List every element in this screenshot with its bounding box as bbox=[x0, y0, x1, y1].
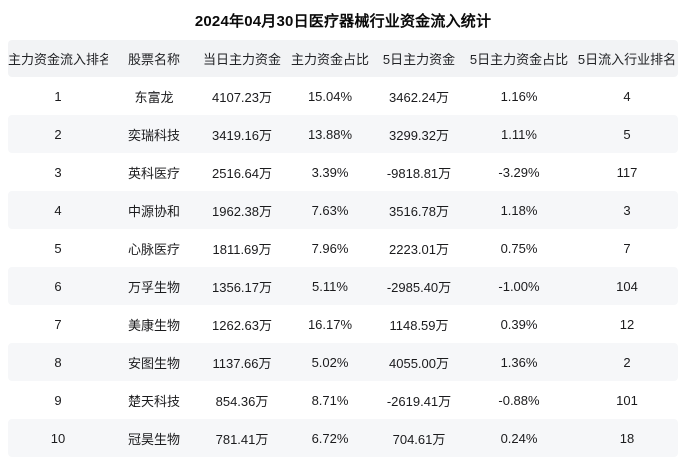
table-cell: 6.72% bbox=[311, 430, 349, 446]
table-cell: 5.02% bbox=[311, 354, 349, 370]
table-cell: 7.96% bbox=[311, 240, 349, 256]
table-cell: 5 bbox=[54, 240, 62, 256]
column-header-5day-main-fund-ratio: 5日主力资金占比 bbox=[469, 52, 569, 67]
table-cell: 16.17% bbox=[307, 316, 353, 332]
table-header-row: 主力资金流入排名 股票名称 当日主力资金 主力资金占比 5日主力资金 5日主力资… bbox=[8, 40, 678, 77]
table-cell: 4 bbox=[54, 202, 62, 218]
table-cell: 1.18% bbox=[500, 202, 538, 218]
column-header-5day-main-fund: 5日主力资金 bbox=[382, 52, 456, 67]
fund-flow-table: 主力资金流入排名 股票名称 当日主力资金 主力资金占比 5日主力资金 5日主力资… bbox=[8, 40, 678, 457]
table-cell: 万孚生物 bbox=[127, 279, 180, 295]
table-cell: 3 bbox=[623, 202, 631, 218]
table-row: 2 奕瑞科技 3419.16万 13.88% 3299.32万 1.11% 5 bbox=[8, 115, 678, 153]
table-cell: 4 bbox=[623, 88, 631, 104]
table-cell: 104 bbox=[616, 278, 638, 294]
table-cell: -2985.40万 bbox=[386, 279, 452, 295]
table-cell: 8.71% bbox=[311, 392, 349, 408]
table-cell: 奕瑞科技 bbox=[127, 127, 180, 143]
table-cell: 7 bbox=[54, 316, 62, 332]
table-cell: 东富龙 bbox=[134, 89, 174, 105]
column-header-5day-industry-rank: 5日流入行业排名 bbox=[577, 52, 677, 67]
table-row: 4 中源协和 1962.38万 7.63% 3516.78万 1.18% 3 bbox=[8, 191, 678, 229]
table-cell: 18 bbox=[619, 430, 635, 446]
table-cell: 1262.63万 bbox=[212, 317, 272, 333]
table-row: 5 心脉医疗 1811.69万 7.96% 2223.01万 0.75% 7 bbox=[8, 229, 678, 267]
table-cell: 2223.01万 bbox=[389, 241, 449, 257]
table-cell: 2516.64万 bbox=[212, 165, 272, 181]
table-cell: 美康生物 bbox=[127, 317, 180, 333]
table-cell: 13.88% bbox=[307, 126, 353, 142]
table-cell: 101 bbox=[616, 392, 638, 408]
table-cell: 7 bbox=[623, 240, 631, 256]
table-body: 1 东富龙 4107.23万 15.04% 3462.24万 1.16% 4 2 奕瑞科技 341… bbox=[8, 77, 678, 457]
column-header-today-main-fund: 当日主力资金 bbox=[202, 52, 281, 67]
table-row: 10 冠昊生物 781.41万 6.72% 704.61万 0.24% 18 bbox=[8, 419, 678, 457]
table-cell: 1.36% bbox=[500, 354, 538, 370]
table-cell: 6 bbox=[54, 278, 62, 294]
column-header-main-fund-ratio: 主力资金占比 bbox=[290, 52, 369, 67]
table-cell: 15.04% bbox=[307, 88, 353, 104]
table-row: 3 英科医疗 2516.64万 3.39% -9818.81万 -3.29% 117 bbox=[8, 153, 678, 191]
table-cell: 5 bbox=[623, 126, 631, 142]
table-cell: 2 bbox=[623, 354, 631, 370]
table-cell: 2 bbox=[54, 126, 62, 142]
table-cell: 3.39% bbox=[311, 164, 349, 180]
table-cell: 854.36万 bbox=[215, 393, 269, 409]
table-cell: 1148.59万 bbox=[389, 317, 449, 333]
table-cell: 9 bbox=[54, 392, 62, 408]
page-title: 2024年04月30日医疗器械行业资金流入统计 bbox=[194, 12, 492, 30]
column-header-stock-name: 股票名称 bbox=[127, 52, 180, 67]
table-cell: 3419.16万 bbox=[212, 127, 272, 143]
table-cell: 1.16% bbox=[500, 88, 538, 104]
table-cell: -1.00% bbox=[498, 278, 540, 294]
table-cell: 4107.23万 bbox=[212, 89, 272, 105]
table-cell: 4055.00万 bbox=[389, 355, 449, 371]
table-cell: 3299.32万 bbox=[389, 127, 449, 143]
table-cell: 中源协和 bbox=[127, 203, 180, 219]
table-cell: 8 bbox=[54, 354, 62, 370]
table-cell: 冠昊生物 bbox=[127, 431, 180, 447]
table-cell: -2619.41万 bbox=[386, 393, 452, 409]
column-header-main-inflow-rank: 主力资金流入排名 bbox=[8, 52, 108, 67]
table-cell: 1 bbox=[54, 88, 62, 104]
table-cell: 1962.38万 bbox=[212, 203, 272, 219]
table-cell: 心脉医疗 bbox=[127, 241, 180, 257]
table-cell: 英科医疗 bbox=[127, 165, 180, 181]
table-cell: 1137.66万 bbox=[212, 355, 272, 371]
table-row: 7 美康生物 1262.63万 16.17% 1148.59万 0.39% 12 bbox=[8, 305, 678, 343]
table-cell: 1356.17万 bbox=[212, 279, 272, 295]
table-cell: 3462.24万 bbox=[389, 89, 449, 105]
table-cell: 3 bbox=[54, 164, 62, 180]
table-row: 8 安图生物 1137.66万 5.02% 4055.00万 1.36% 2 bbox=[8, 343, 678, 381]
table-cell: 704.61万 bbox=[392, 431, 446, 447]
table-cell: 12 bbox=[619, 316, 635, 332]
table-cell: 5.11% bbox=[312, 278, 348, 294]
table-cell: 0.39% bbox=[500, 316, 538, 332]
table-row: 1 东富龙 4107.23万 15.04% 3462.24万 1.16% 4 bbox=[8, 77, 678, 115]
table-cell: 0.24% bbox=[500, 430, 538, 446]
table-row: 6 万孚生物 1356.17万 5.11% -2985.40万 -1.00% 104 bbox=[8, 267, 678, 305]
table-cell: -3.29% bbox=[498, 164, 540, 180]
table-cell: 10 bbox=[50, 430, 66, 446]
table-cell: 3516.78万 bbox=[389, 203, 449, 219]
table-cell: 781.41万 bbox=[215, 431, 269, 447]
table-cell: 1.11% bbox=[501, 126, 537, 142]
table-cell: -0.88% bbox=[498, 392, 540, 408]
table-cell: 7.63% bbox=[311, 202, 349, 218]
table-cell: 楚天科技 bbox=[127, 393, 180, 409]
table-cell: 0.75% bbox=[500, 240, 538, 256]
table-cell: 117 bbox=[616, 164, 638, 180]
table-cell: -9818.81万 bbox=[386, 165, 452, 181]
table-cell: 1811.69万 bbox=[212, 241, 272, 257]
table-cell: 安图生物 bbox=[127, 355, 180, 371]
table-row: 9 楚天科技 854.36万 8.71% -2619.41万 -0.88% 101 bbox=[8, 381, 678, 419]
